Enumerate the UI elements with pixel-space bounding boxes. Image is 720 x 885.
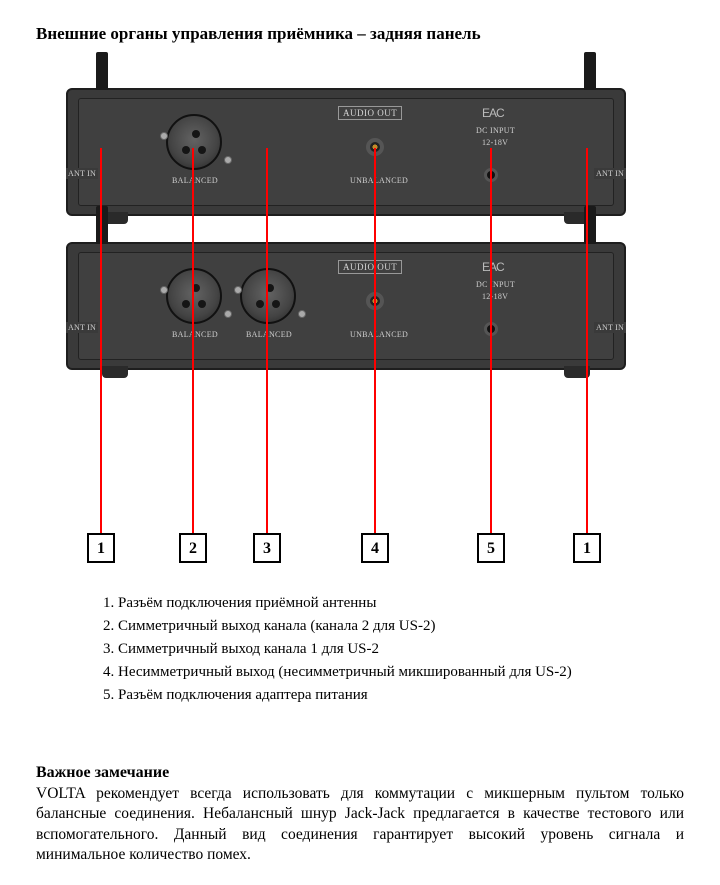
callout-line	[586, 148, 588, 533]
screw-icon	[160, 132, 168, 140]
panel-foot-icon	[102, 366, 128, 378]
ant-in-left-label: ANT IN	[66, 322, 98, 333]
callout-number: 4	[361, 533, 389, 563]
screw-icon	[234, 286, 242, 294]
callout-number: 5	[477, 533, 505, 563]
antenna-left-icon	[96, 52, 108, 90]
callout-number: 1	[573, 533, 601, 563]
callout-line	[490, 148, 492, 533]
dc-input-label: DC INPUT	[476, 280, 515, 289]
unbalanced-label: UNBALANCED	[350, 176, 408, 185]
balanced-label: BALANCED	[172, 330, 218, 339]
legend-item: Несимметричный выход (несимметричный мик…	[118, 662, 684, 683]
note-heading: Важное замечание	[36, 764, 684, 782]
xlr-connector-icon	[240, 268, 296, 324]
dc-voltage-label: 12-18V	[482, 292, 508, 301]
callout-number: 2	[179, 533, 207, 563]
unbalanced-label: UNBALANCED	[350, 330, 408, 339]
legend-item: Разъём подключения приёмной антенны	[118, 593, 684, 614]
eac-mark-icon: EAC	[482, 260, 504, 274]
callout-number: 1	[87, 533, 115, 563]
legend-item: Симметричный выход канала 1 для US-2	[118, 639, 684, 660]
antenna-left-icon	[96, 206, 108, 244]
antenna-right-icon	[584, 52, 596, 90]
page-title: Внешние органы управления приёмника – за…	[36, 24, 684, 44]
receiver-panel-2: ANT IN ANT IN BALANCED BALANCED AUDIO OU…	[66, 242, 626, 370]
note-body: VOLTA рекомендует всегда использовать дл…	[36, 784, 684, 866]
callout-line	[374, 148, 376, 533]
legend-item: Разъём подключения адаптера питания	[118, 685, 684, 706]
audio-out-label: AUDIO OUT	[338, 106, 402, 120]
audio-out-label: AUDIO OUT	[338, 260, 402, 274]
screw-icon	[224, 156, 232, 164]
dc-voltage-label: 12-18V	[482, 138, 508, 147]
callout-line	[266, 148, 268, 533]
rear-panel-diagram: ANT IN ANT IN BALANCED AUDIO OUT UNBALAN…	[66, 88, 626, 563]
callout-line	[192, 148, 194, 533]
screw-icon	[224, 310, 232, 318]
callout-number: 3	[253, 533, 281, 563]
legend-item: Симметричный выход канала (канала 2 для …	[118, 616, 684, 637]
balanced-label: BALANCED	[246, 330, 292, 339]
screw-icon	[298, 310, 306, 318]
screw-icon	[160, 286, 168, 294]
eac-mark-icon: EAC	[482, 106, 504, 120]
legend-list: Разъём подключения приёмной антенны Симм…	[100, 593, 684, 706]
ant-in-right-label: ANT IN	[594, 168, 626, 179]
balanced-label: BALANCED	[172, 176, 218, 185]
xlr-connector-icon	[166, 268, 222, 324]
dc-input-label: DC INPUT	[476, 126, 515, 135]
ant-in-right-label: ANT IN	[594, 322, 626, 333]
xlr-connector-icon	[166, 114, 222, 170]
callout-line	[100, 148, 102, 533]
ant-in-left-label: ANT IN	[66, 168, 98, 179]
receiver-panel-1: ANT IN ANT IN BALANCED AUDIO OUT UNBALAN…	[66, 88, 626, 216]
